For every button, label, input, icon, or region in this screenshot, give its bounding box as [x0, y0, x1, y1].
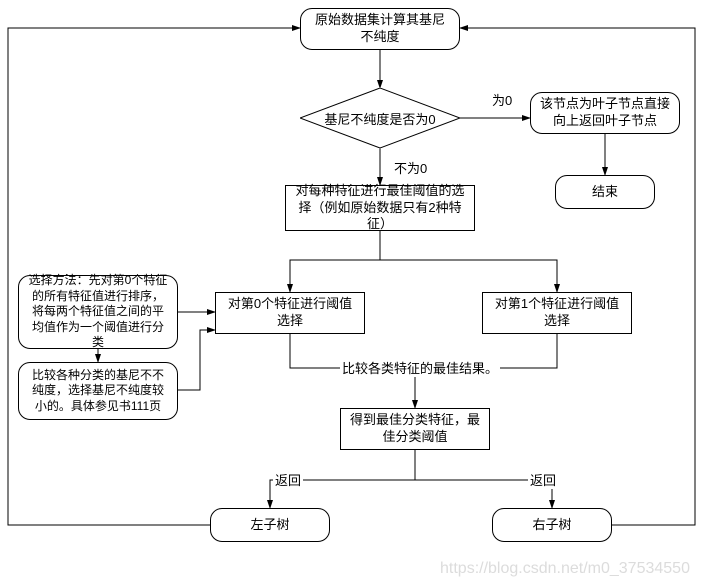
edge-compare_gini-feat0 — [178, 330, 215, 390]
node-best-result-text: 得到最佳分类特征，最佳分类阈值 — [349, 412, 481, 446]
node-left-tree: 左子树 — [210, 508, 330, 542]
node-leaf: 该节点为叶子节点直接向上返回叶子节点 — [530, 92, 680, 134]
node-feat1-text: 对第1个特征进行阈值选择 — [491, 296, 623, 330]
node-right-tree: 右子树 — [492, 508, 612, 542]
node-right-tree-text: 右子树 — [532, 517, 571, 534]
edge-select_best-feat0 — [290, 231, 380, 292]
node-end-text: 结束 — [592, 184, 618, 201]
label-return-right: 返回 — [528, 470, 558, 489]
label-buwei0: 不为0 — [392, 158, 429, 177]
node-compare-gini-text: 比较各种分类的基尼不不纯度，选择基尼不纯度较小的。具体参见书111页 — [27, 368, 169, 415]
node-start-text: 原始数据集计算其基尼不纯度 — [309, 12, 451, 46]
label-return-left: 返回 — [273, 470, 303, 489]
node-feat0: 对第0个特征进行阈值选择 — [215, 292, 365, 334]
node-select-best: 对每种特征进行最佳阈值的选择（例如原始数据只有2种特征） — [285, 185, 475, 231]
label-compare-feat: 比较各类特征的最佳结果。 — [340, 358, 500, 377]
node-feat0-text: 对第0个特征进行阈值选择 — [224, 296, 356, 330]
node-method-text: 选择方法：先对第0个特征的所有特征值进行排序，将每两个特征值之间的平均值作为一个… — [27, 273, 169, 351]
node-feat1: 对第1个特征进行阈值选择 — [482, 292, 632, 334]
node-select-best-text: 对每种特征进行最佳阈值的选择（例如原始数据只有2种特征） — [294, 183, 466, 234]
edge-select_best-feat1 — [380, 231, 557, 292]
node-end: 结束 — [555, 175, 655, 209]
node-gini-zero-text: 基尼不纯度是否为0 — [324, 109, 435, 128]
node-method: 选择方法：先对第0个特征的所有特征值进行排序，将每两个特征值之间的平均值作为一个… — [18, 275, 178, 349]
node-gini-zero: 基尼不纯度是否为0 — [300, 88, 460, 148]
node-compare-gini: 比较各种分类的基尼不不纯度，选择基尼不纯度较小的。具体参见书111页 — [18, 362, 178, 420]
node-left-tree-text: 左子树 — [250, 517, 289, 534]
node-leaf-text: 该节点为叶子节点直接向上返回叶子节点 — [539, 96, 671, 130]
watermark: https://blog.csdn.net/m0_37534550 — [440, 560, 690, 578]
node-start: 原始数据集计算其基尼不纯度 — [300, 8, 460, 50]
label-wei0: 为0 — [490, 90, 514, 109]
node-best-result: 得到最佳分类特征，最佳分类阈值 — [340, 408, 490, 450]
